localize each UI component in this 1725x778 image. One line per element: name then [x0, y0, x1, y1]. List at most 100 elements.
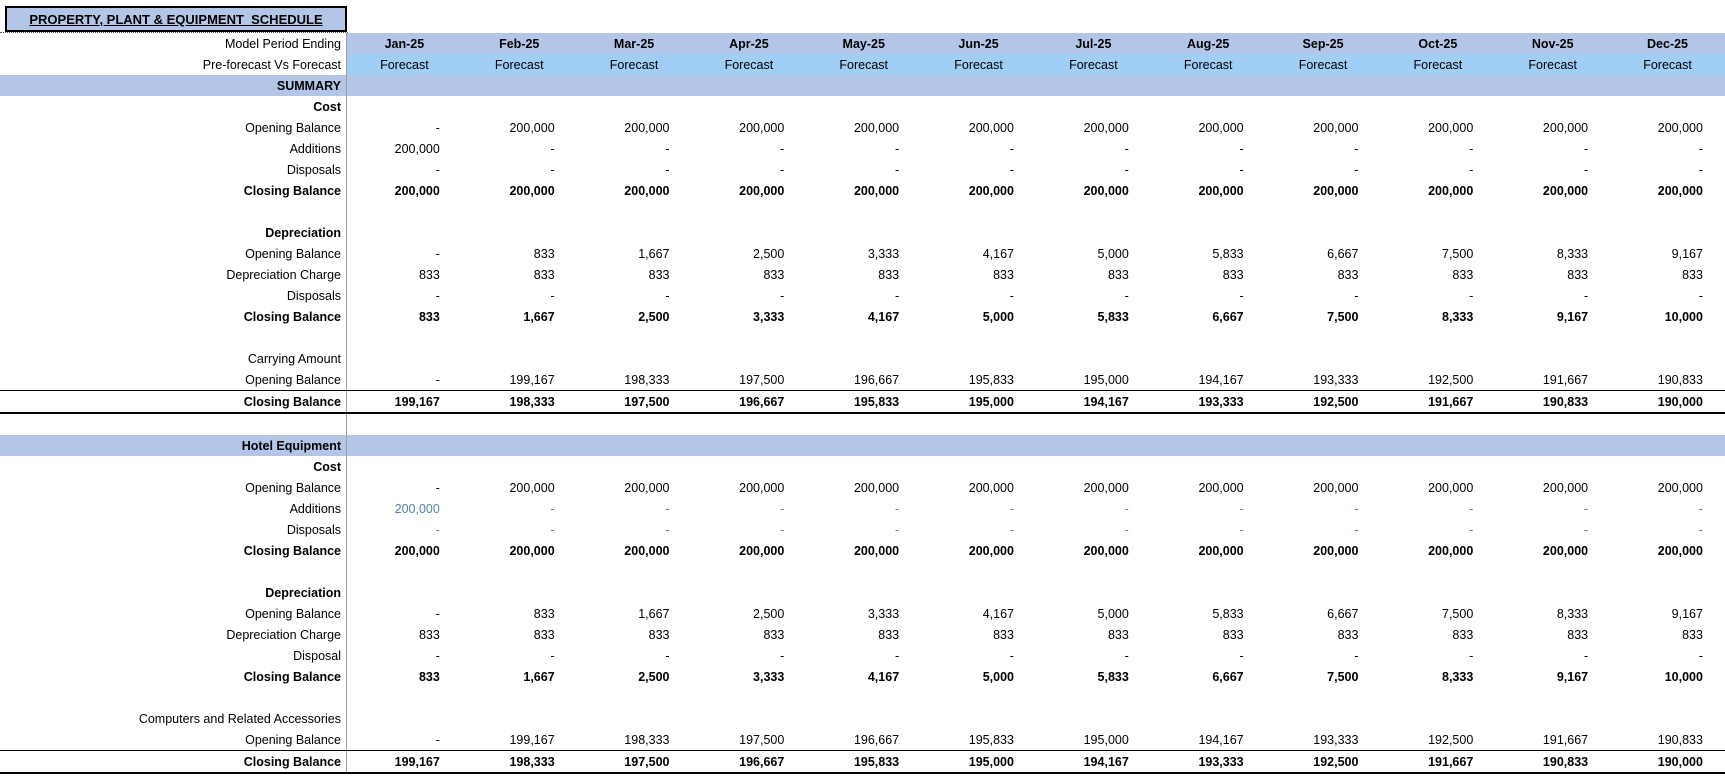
cell-nov-25-closing-balance[interactable]: 190,833 [1542, 394, 1589, 409]
cell-may-25-closing-balance[interactable]: 200,000 [853, 183, 900, 198]
cell-jan-25-disposals[interactable]: - [435, 162, 440, 177]
cell-jan-25-pre-forecast-vs-forecast[interactable]: Forecast [380, 57, 429, 72]
row-label-model-period-ending[interactable]: Model Period Ending [0, 33, 347, 54]
cell-nov-25-closing-balance[interactable]: 200,000 [1542, 183, 1589, 198]
cell-aug-25-additions[interactable]: - [1239, 501, 1244, 516]
cell-nov-25-additions[interactable]: - [1583, 141, 1589, 156]
row-label-cost[interactable]: Cost [0, 456, 347, 477]
row-label-disposals[interactable]: Disposals [0, 519, 347, 540]
cell-jun-25-closing-balance[interactable]: 200,000 [968, 183, 1014, 198]
cell-nov-25-disposals[interactable]: - [1583, 288, 1589, 303]
cell-may-25-opening-balance[interactable]: 3,333 [867, 606, 900, 621]
cell-aug-25-pre-forecast-vs-forecast[interactable]: Forecast [1183, 57, 1233, 72]
row-label-blank[interactable] [0, 687, 347, 708]
cell-mar-25-opening-balance[interactable]: 200,000 [624, 120, 670, 135]
cell-may-25-disposal[interactable]: - [894, 648, 900, 663]
cell-oct-25-opening-balance[interactable]: 7,500 [1442, 606, 1474, 621]
cell-jul-25-opening-balance[interactable]: 5,000 [1097, 606, 1129, 621]
cell-jul-25-disposals[interactable]: - [1124, 522, 1129, 537]
cell-aug-25-opening-balance[interactable]: 194,167 [1198, 372, 1244, 387]
cell-jul-25-closing-balance[interactable]: 200,000 [1083, 183, 1129, 198]
row-label-depreciation[interactable]: Depreciation [0, 582, 347, 603]
cell-may-25-additions[interactable]: - [894, 501, 900, 516]
row-label-closing-balance[interactable]: Closing Balance [0, 391, 347, 412]
cell-sep-25-depreciation-charge[interactable]: 833 [1337, 627, 1359, 642]
cell-jul-25-additions[interactable]: - [1124, 141, 1129, 156]
cell-aug-25-disposals[interactable]: - [1239, 288, 1244, 303]
row-label-opening-balance[interactable]: Opening Balance [0, 369, 347, 390]
cell-aug-25-disposals[interactable]: - [1239, 522, 1244, 537]
cell-apr-25-depreciation-charge[interactable]: 833 [763, 267, 785, 282]
cell-mar-25-additions[interactable]: - [665, 501, 670, 516]
cell-apr-25-closing-balance[interactable]: 200,000 [739, 183, 785, 198]
cell-sep-25-additions[interactable]: - [1354, 141, 1359, 156]
cell-jul-25-pre-forecast-vs-forecast[interactable]: Forecast [1069, 57, 1118, 72]
cell-jul-25-closing-balance[interactable]: 5,833 [1097, 309, 1129, 324]
cell-feb-25-closing-balance[interactable]: 198,333 [509, 754, 555, 769]
cell-jan-25-disposals[interactable]: - [435, 288, 440, 303]
column-header-jun-25[interactable]: Jun-25 [958, 36, 999, 51]
column-header-nov-25[interactable]: Nov-25 [1531, 36, 1574, 51]
cell-jul-25-additions[interactable]: - [1124, 501, 1129, 516]
cell-apr-25-opening-balance[interactable]: 2,500 [753, 246, 785, 261]
column-header-feb-25[interactable]: Feb-25 [499, 36, 540, 51]
cell-apr-25-depreciation-charge[interactable]: 833 [763, 627, 785, 642]
cell-jun-25-pre-forecast-vs-forecast[interactable]: Forecast [954, 57, 1003, 72]
cell-sep-25-disposals[interactable]: - [1354, 162, 1359, 177]
cell-dec-25-closing-balance[interactable]: 10,000 [1664, 309, 1703, 324]
cell-dec-25-opening-balance[interactable]: 9,167 [1671, 606, 1703, 621]
cell-aug-25-closing-balance[interactable]: 193,333 [1198, 754, 1244, 769]
cell-dec-25-disposals[interactable]: - [1698, 288, 1703, 303]
cell-apr-25-closing-balance[interactable]: 196,667 [739, 394, 785, 409]
cell-feb-25-disposals[interactable]: - [550, 288, 555, 303]
cell-jan-25-disposal[interactable]: - [435, 648, 440, 663]
cell-nov-25-opening-balance[interactable]: 200,000 [1542, 480, 1589, 495]
cell-jan-25-closing-balance[interactable]: 833 [418, 309, 440, 324]
cell-nov-25-closing-balance[interactable]: 9,167 [1556, 669, 1589, 684]
cell-aug-25-closing-balance[interactable]: 193,333 [1198, 394, 1244, 409]
cell-aug-25-closing-balance[interactable]: 6,667 [1212, 669, 1244, 684]
cell-oct-25-closing-balance[interactable]: 191,667 [1428, 754, 1474, 769]
cell-sep-25-additions[interactable]: - [1354, 501, 1359, 516]
cell-apr-25-opening-balance[interactable]: 197,500 [739, 372, 785, 387]
cell-jul-25-opening-balance[interactable]: 195,000 [1083, 732, 1129, 747]
cell-mar-25-closing-balance[interactable]: 2,500 [638, 669, 670, 684]
cell-aug-25-opening-balance[interactable]: 5,833 [1212, 606, 1244, 621]
cell-jan-25-closing-balance[interactable]: 200,000 [394, 183, 440, 198]
cell-aug-25-closing-balance[interactable]: 6,667 [1212, 309, 1244, 324]
cell-sep-25-closing-balance[interactable]: 200,000 [1313, 183, 1359, 198]
cell-oct-25-disposals[interactable]: - [1469, 288, 1474, 303]
cell-jan-25-opening-balance[interactable]: - [435, 732, 440, 747]
cell-dec-25-closing-balance[interactable]: 190,000 [1657, 754, 1703, 769]
cell-nov-25-opening-balance[interactable]: 8,333 [1556, 606, 1589, 621]
cell-feb-25-additions[interactable]: - [550, 501, 555, 516]
cell-may-25-opening-balance[interactable]: 196,667 [853, 732, 900, 747]
schedule-title-cell[interactable]: PROPERTY, PLANT & EQUIPMENT SCHEDULE [5, 6, 347, 32]
cell-oct-25-pre-forecast-vs-forecast[interactable]: Forecast [1413, 57, 1463, 72]
cell-aug-25-additions[interactable]: - [1239, 141, 1244, 156]
cell-aug-25-opening-balance[interactable]: 200,000 [1198, 120, 1244, 135]
cell-aug-25-disposal[interactable]: - [1239, 648, 1244, 663]
cell-jun-25-disposal[interactable]: - [1009, 648, 1014, 663]
cell-aug-25-opening-balance[interactable]: 200,000 [1198, 480, 1244, 495]
row-label-opening-balance[interactable]: Opening Balance [0, 729, 347, 750]
cell-oct-25-closing-balance[interactable]: 191,667 [1428, 394, 1474, 409]
cell-oct-25-opening-balance[interactable]: 192,500 [1428, 732, 1474, 747]
column-header-may-25[interactable]: May-25 [842, 36, 885, 51]
cell-feb-25-disposals[interactable]: - [550, 162, 555, 177]
column-header-oct-25[interactable]: Oct-25 [1418, 36, 1458, 51]
cell-jun-25-opening-balance[interactable]: 200,000 [968, 480, 1014, 495]
cell-oct-25-closing-balance[interactable]: 200,000 [1428, 183, 1474, 198]
cell-jun-25-opening-balance[interactable]: 195,833 [968, 372, 1014, 387]
cell-oct-25-disposal[interactable]: - [1469, 648, 1474, 663]
cell-apr-25-disposal[interactable]: - [780, 648, 785, 663]
cell-nov-25-depreciation-charge[interactable]: 833 [1567, 267, 1589, 282]
cell-feb-25-disposals[interactable]: - [550, 522, 555, 537]
cell-feb-25-opening-balance[interactable]: 833 [533, 246, 555, 261]
cell-feb-25-depreciation-charge[interactable]: 833 [533, 267, 555, 282]
cell-dec-25-additions[interactable]: - [1698, 501, 1703, 516]
cell-feb-25-closing-balance[interactable]: 198,333 [509, 394, 555, 409]
row-label-blank[interactable] [0, 561, 347, 582]
cell-may-25-closing-balance[interactable]: 195,833 [853, 394, 900, 409]
cell-may-25-disposals[interactable]: - [894, 288, 900, 303]
